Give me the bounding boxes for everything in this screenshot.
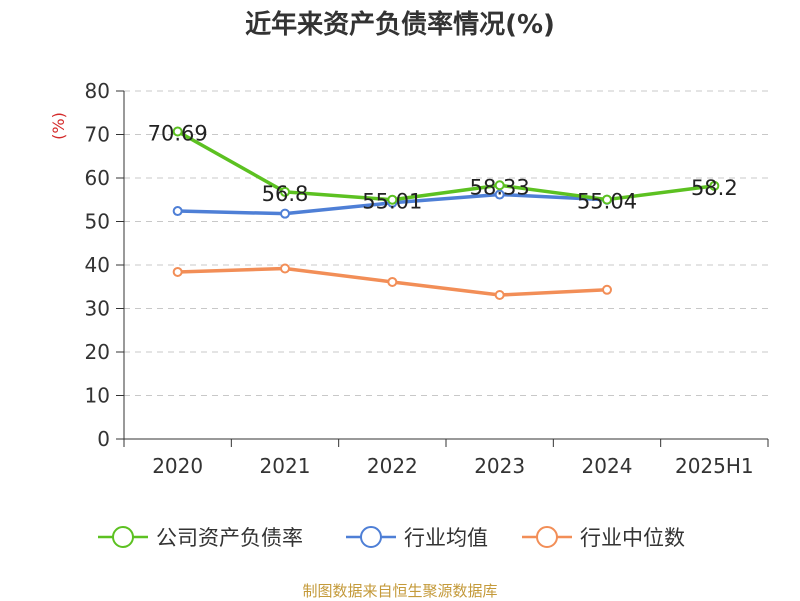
data-label: 56.8 <box>262 182 309 206</box>
data-point <box>280 263 290 274</box>
y-axis-label: (%) <box>49 112 68 140</box>
data-point <box>494 189 505 200</box>
x-tick-label: 2021 <box>260 454 311 478</box>
data-point <box>494 290 505 301</box>
data-label: 58.33 <box>470 175 530 199</box>
data-point <box>172 126 183 137</box>
data-point <box>709 180 720 191</box>
data-label: 55.04 <box>577 190 637 214</box>
x-tick-label: 2023 <box>474 454 525 478</box>
x-tick-label: 2025H1 <box>675 454 754 478</box>
y-tick-label: 70 <box>85 123 110 147</box>
data-label: 58.2 <box>691 176 738 200</box>
y-tick-label: 10 <box>85 384 110 408</box>
y-tick-label: 60 <box>85 166 110 190</box>
data-label: 70.69 <box>148 121 208 145</box>
data-label: 55.01 <box>362 190 422 214</box>
y-tick-label: 30 <box>85 297 110 321</box>
source-note: 制图数据来自恒生聚源数据库 <box>302 582 498 600</box>
legend-marker <box>360 526 382 548</box>
data-point <box>387 276 398 287</box>
y-tick-label: 40 <box>85 253 110 277</box>
x-tick-label: 2022 <box>367 454 418 478</box>
x-tick-label: 2024 <box>582 454 633 478</box>
legend-label: 公司资产负债率 <box>156 526 303 550</box>
data-point <box>172 266 183 277</box>
legend-marker <box>112 526 134 548</box>
data-point <box>280 186 290 197</box>
data-point <box>494 180 505 191</box>
series-line-0 <box>176 129 715 202</box>
x-tick-label: 2020 <box>152 454 203 478</box>
legend-label: 行业中位数 <box>580 526 685 550</box>
y-tick-label: 20 <box>85 340 110 364</box>
y-tick-label: 80 <box>85 79 110 103</box>
y-tick-label: 50 <box>85 210 110 234</box>
data-point <box>602 284 612 295</box>
y-tick-label: 0 <box>97 427 110 451</box>
data-point <box>172 206 183 217</box>
chart-title: 近年来资产负债率情况(%) <box>245 10 555 40</box>
data-point <box>387 194 398 205</box>
data-point <box>280 208 290 219</box>
legend-label: 行业均值 <box>404 526 488 550</box>
legend-marker <box>536 526 558 548</box>
data-point <box>602 194 612 205</box>
